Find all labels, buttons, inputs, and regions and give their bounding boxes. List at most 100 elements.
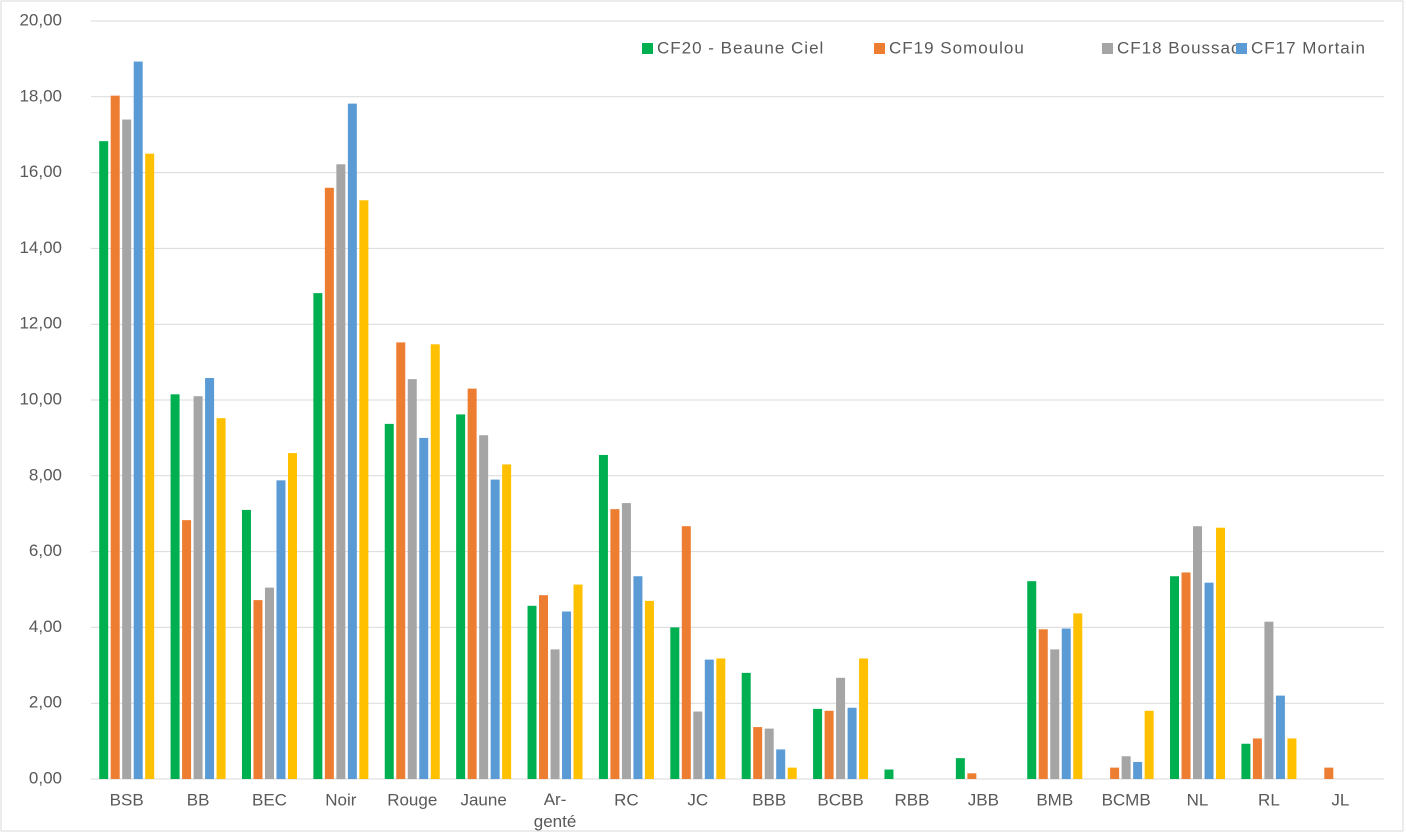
bar bbox=[1050, 649, 1060, 779]
bar bbox=[336, 164, 346, 780]
bar bbox=[216, 418, 226, 779]
bar bbox=[1121, 756, 1131, 779]
legend-swatch bbox=[874, 43, 885, 54]
legend-swatch bbox=[642, 43, 653, 54]
bar bbox=[847, 707, 857, 779]
y-tick-label: 4,00 bbox=[29, 617, 62, 636]
x-tick-label: JC bbox=[687, 790, 708, 809]
bar bbox=[1252, 738, 1262, 779]
y-tick-label: 6,00 bbox=[29, 541, 62, 560]
y-tick-label: 8,00 bbox=[29, 465, 62, 484]
x-tick-label: BBB bbox=[752, 790, 786, 809]
bar bbox=[1241, 743, 1251, 779]
bar bbox=[1144, 710, 1154, 779]
bar bbox=[764, 728, 774, 779]
bar bbox=[776, 749, 786, 779]
y-tick-label: 18,00 bbox=[19, 86, 62, 105]
x-tick-label: Noir bbox=[325, 790, 357, 809]
bar bbox=[502, 464, 512, 779]
x-tick-label: BSB bbox=[110, 790, 144, 809]
bar bbox=[324, 187, 334, 779]
bar bbox=[241, 509, 251, 779]
bar bbox=[347, 103, 357, 779]
x-tick-label: JL bbox=[1331, 790, 1349, 809]
bar bbox=[1110, 767, 1120, 779]
bar bbox=[193, 396, 203, 779]
bar bbox=[562, 611, 572, 779]
x-tick-label: Rouge bbox=[387, 790, 437, 809]
legend-swatch bbox=[1236, 43, 1247, 54]
x-tick-label: BCBB bbox=[817, 790, 863, 809]
bar bbox=[859, 658, 869, 779]
bar bbox=[133, 61, 143, 780]
bar bbox=[681, 526, 691, 779]
bar bbox=[633, 576, 643, 779]
x-tick-label: BMB bbox=[1036, 790, 1073, 809]
bar bbox=[955, 758, 965, 779]
legend-label: CF20 - Beaune Ciel bbox=[657, 38, 824, 57]
bar bbox=[1193, 526, 1203, 779]
bar bbox=[384, 423, 394, 779]
x-tick-label: BB bbox=[187, 790, 210, 809]
y-tick-label: 12,00 bbox=[19, 314, 62, 333]
bar bbox=[1275, 695, 1285, 779]
y-tick-label: 20,00 bbox=[19, 10, 62, 29]
bar bbox=[1181, 572, 1191, 779]
bar bbox=[527, 605, 537, 779]
bar bbox=[967, 773, 977, 779]
bar bbox=[359, 200, 369, 780]
bar bbox=[1287, 738, 1297, 779]
bar bbox=[598, 454, 608, 779]
y-tick-label: 10,00 bbox=[19, 389, 62, 408]
bar bbox=[264, 587, 274, 779]
bar bbox=[122, 119, 132, 780]
bar bbox=[419, 437, 429, 779]
bar bbox=[753, 727, 763, 779]
bar bbox=[610, 509, 620, 779]
x-tick-label: Jaune bbox=[460, 790, 506, 809]
bar bbox=[1061, 628, 1071, 779]
bar bbox=[1073, 613, 1083, 779]
bar bbox=[644, 600, 654, 779]
x-tick-label: JBB bbox=[968, 790, 999, 809]
bar bbox=[205, 378, 215, 779]
bar bbox=[276, 480, 286, 779]
bar bbox=[621, 503, 631, 779]
x-tick-label: Ar-genté bbox=[534, 790, 577, 831]
legend-label: CF18 Boussac bbox=[1117, 38, 1241, 57]
bar bbox=[741, 672, 751, 779]
bar bbox=[836, 677, 846, 779]
bar bbox=[1133, 761, 1143, 779]
bar bbox=[670, 627, 680, 779]
bar bbox=[430, 344, 440, 779]
legend-swatch bbox=[1102, 43, 1113, 54]
bar bbox=[287, 453, 297, 779]
bar bbox=[1324, 767, 1334, 779]
bar bbox=[313, 293, 323, 779]
bar bbox=[550, 649, 560, 779]
x-tick-label: BCMB bbox=[1102, 790, 1151, 809]
bar bbox=[1038, 629, 1048, 779]
bar bbox=[704, 659, 714, 779]
bar bbox=[396, 342, 406, 779]
x-tick-label: RC bbox=[614, 790, 639, 809]
bar bbox=[573, 584, 583, 779]
bar bbox=[824, 710, 834, 779]
bar bbox=[1170, 576, 1180, 779]
y-tick-label: 14,00 bbox=[19, 238, 62, 257]
legend-label: CF17 Mortain bbox=[1251, 38, 1366, 57]
bar bbox=[1216, 527, 1226, 779]
bar bbox=[479, 435, 489, 779]
bar bbox=[1204, 582, 1214, 779]
bar bbox=[787, 767, 797, 779]
x-tick-label: NL bbox=[1187, 790, 1209, 809]
bar bbox=[884, 769, 894, 779]
bar bbox=[253, 600, 263, 779]
x-tick-label: RBB bbox=[894, 790, 929, 809]
bar bbox=[99, 141, 109, 779]
bar bbox=[456, 414, 466, 779]
bar bbox=[1264, 621, 1274, 779]
bar bbox=[182, 520, 192, 779]
bar bbox=[110, 95, 120, 779]
